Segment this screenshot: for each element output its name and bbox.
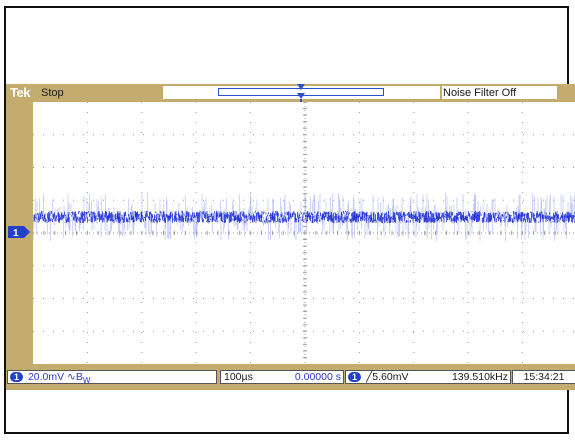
trigger-frequency: 139.510kHz (451, 371, 508, 383)
bandwidth-limit-suffix: W (82, 376, 91, 386)
waveform-trace (32, 210, 575, 224)
trigger-slope-icon: ╱ (365, 371, 373, 383)
noise-filter-box (442, 86, 557, 99)
waveform-noise-halo (32, 193, 575, 241)
channel-1-ground-marker[interactable]: 1 (8, 226, 30, 238)
trigger-level: 5.60mV (372, 371, 409, 383)
graticule-svg (32, 101, 575, 364)
channel-1-marker-label: 1 (13, 228, 19, 238)
coupling-icon: ∿ (67, 371, 76, 383)
waveform-graticule (32, 101, 575, 364)
brand-logo: Tek (10, 85, 30, 100)
settings-readout-bar: 1 20.0mV ∿BW 100µs 0.00000 s 1 ╱5.60mV 1… (6, 367, 575, 387)
timebase-readout[interactable]: 100µs 0.00000 s (220, 370, 344, 384)
oscilloscope-display: Tek Stop Noise Filter Off 1 1 20.0mV ∿BW… (6, 84, 575, 390)
trigger-readout[interactable]: 1 ╱5.60mV 139.510kHz (345, 370, 511, 384)
channel-badge: 1 (10, 372, 24, 382)
clock-time: 15:34:21 (523, 371, 565, 383)
channel-scale-readout[interactable]: 1 20.0mV ∿BW (7, 370, 217, 386)
run-state-label: Stop (41, 87, 64, 99)
volts-per-div: 20.0mV (27, 371, 65, 383)
status-bar: Tek Stop Noise Filter Off (6, 84, 575, 112)
clock-readout: 15:34:21 (512, 370, 575, 384)
noise-filter-label: Noise Filter Off (443, 87, 517, 99)
horizontal-position: 0.00000 s (294, 371, 341, 383)
trigger-source-badge: 1 (348, 372, 362, 382)
time-per-div: 100µs (224, 371, 253, 383)
bandwidth-limit-label: B (75, 371, 83, 383)
